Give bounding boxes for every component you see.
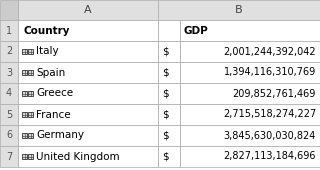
Bar	[180, 20, 320, 41]
Bar	[18, 41, 158, 62]
Bar	[158, 125, 180, 146]
Text: Country: Country	[23, 26, 69, 36]
Bar	[180, 104, 320, 125]
Text: 209,852,761,469: 209,852,761,469	[233, 89, 316, 98]
Bar	[18, 125, 158, 146]
Text: B: B	[235, 5, 243, 15]
Bar	[28, 154, 33, 159]
Text: United Kingdom: United Kingdom	[36, 151, 120, 162]
Text: 2: 2	[6, 47, 12, 56]
Text: $: $	[162, 131, 169, 140]
Bar	[0, 41, 18, 62]
Text: 2,827,113,184,696: 2,827,113,184,696	[223, 151, 316, 162]
Text: $: $	[162, 89, 169, 98]
Bar	[158, 104, 180, 125]
Text: 2,001,244,392,042: 2,001,244,392,042	[223, 47, 316, 56]
Bar	[22, 112, 27, 117]
Bar	[28, 133, 33, 138]
Text: Italy: Italy	[36, 47, 59, 56]
Bar	[0, 83, 18, 104]
Bar	[180, 83, 320, 104]
Bar	[28, 91, 33, 96]
Bar	[22, 49, 27, 54]
Text: 4: 4	[6, 89, 12, 98]
Bar	[28, 70, 33, 75]
Bar	[18, 20, 158, 41]
Text: A: A	[84, 5, 92, 15]
Bar	[180, 146, 320, 167]
Bar	[0, 146, 18, 167]
Text: 5: 5	[6, 109, 12, 120]
Bar	[18, 83, 158, 104]
Bar	[180, 125, 320, 146]
Bar	[18, 146, 158, 167]
Text: $: $	[162, 47, 169, 56]
Bar	[0, 0, 18, 20]
Bar	[18, 62, 158, 83]
Text: $: $	[162, 67, 169, 78]
Text: GDP: GDP	[184, 26, 209, 36]
Bar	[180, 41, 320, 62]
Bar	[158, 62, 180, 83]
Bar	[158, 146, 180, 167]
Text: 3,845,630,030,824: 3,845,630,030,824	[224, 131, 316, 140]
Bar	[158, 41, 180, 62]
Bar	[0, 104, 18, 125]
Bar	[180, 62, 320, 83]
Bar	[0, 125, 18, 146]
Bar	[22, 133, 27, 138]
Bar	[0, 62, 18, 83]
Text: $: $	[162, 109, 169, 120]
Bar	[22, 91, 27, 96]
Text: 1,394,116,310,769: 1,394,116,310,769	[224, 67, 316, 78]
Bar	[0, 20, 18, 41]
Bar	[22, 70, 27, 75]
Text: $: $	[162, 151, 169, 162]
Text: 1: 1	[6, 26, 12, 36]
Bar	[158, 20, 180, 41]
Text: France: France	[36, 109, 71, 120]
Bar	[28, 49, 33, 54]
Bar	[158, 0, 320, 20]
Bar	[22, 154, 27, 159]
Text: 6: 6	[6, 131, 12, 140]
Text: 2,715,518,274,227: 2,715,518,274,227	[223, 109, 316, 120]
Text: Spain: Spain	[36, 67, 65, 78]
Bar	[158, 83, 180, 104]
Bar	[28, 112, 33, 117]
Bar	[18, 104, 158, 125]
Text: 7: 7	[6, 151, 12, 162]
Text: 3: 3	[6, 67, 12, 78]
Text: Germany: Germany	[36, 131, 84, 140]
Text: Greece: Greece	[36, 89, 73, 98]
Bar	[18, 0, 158, 20]
